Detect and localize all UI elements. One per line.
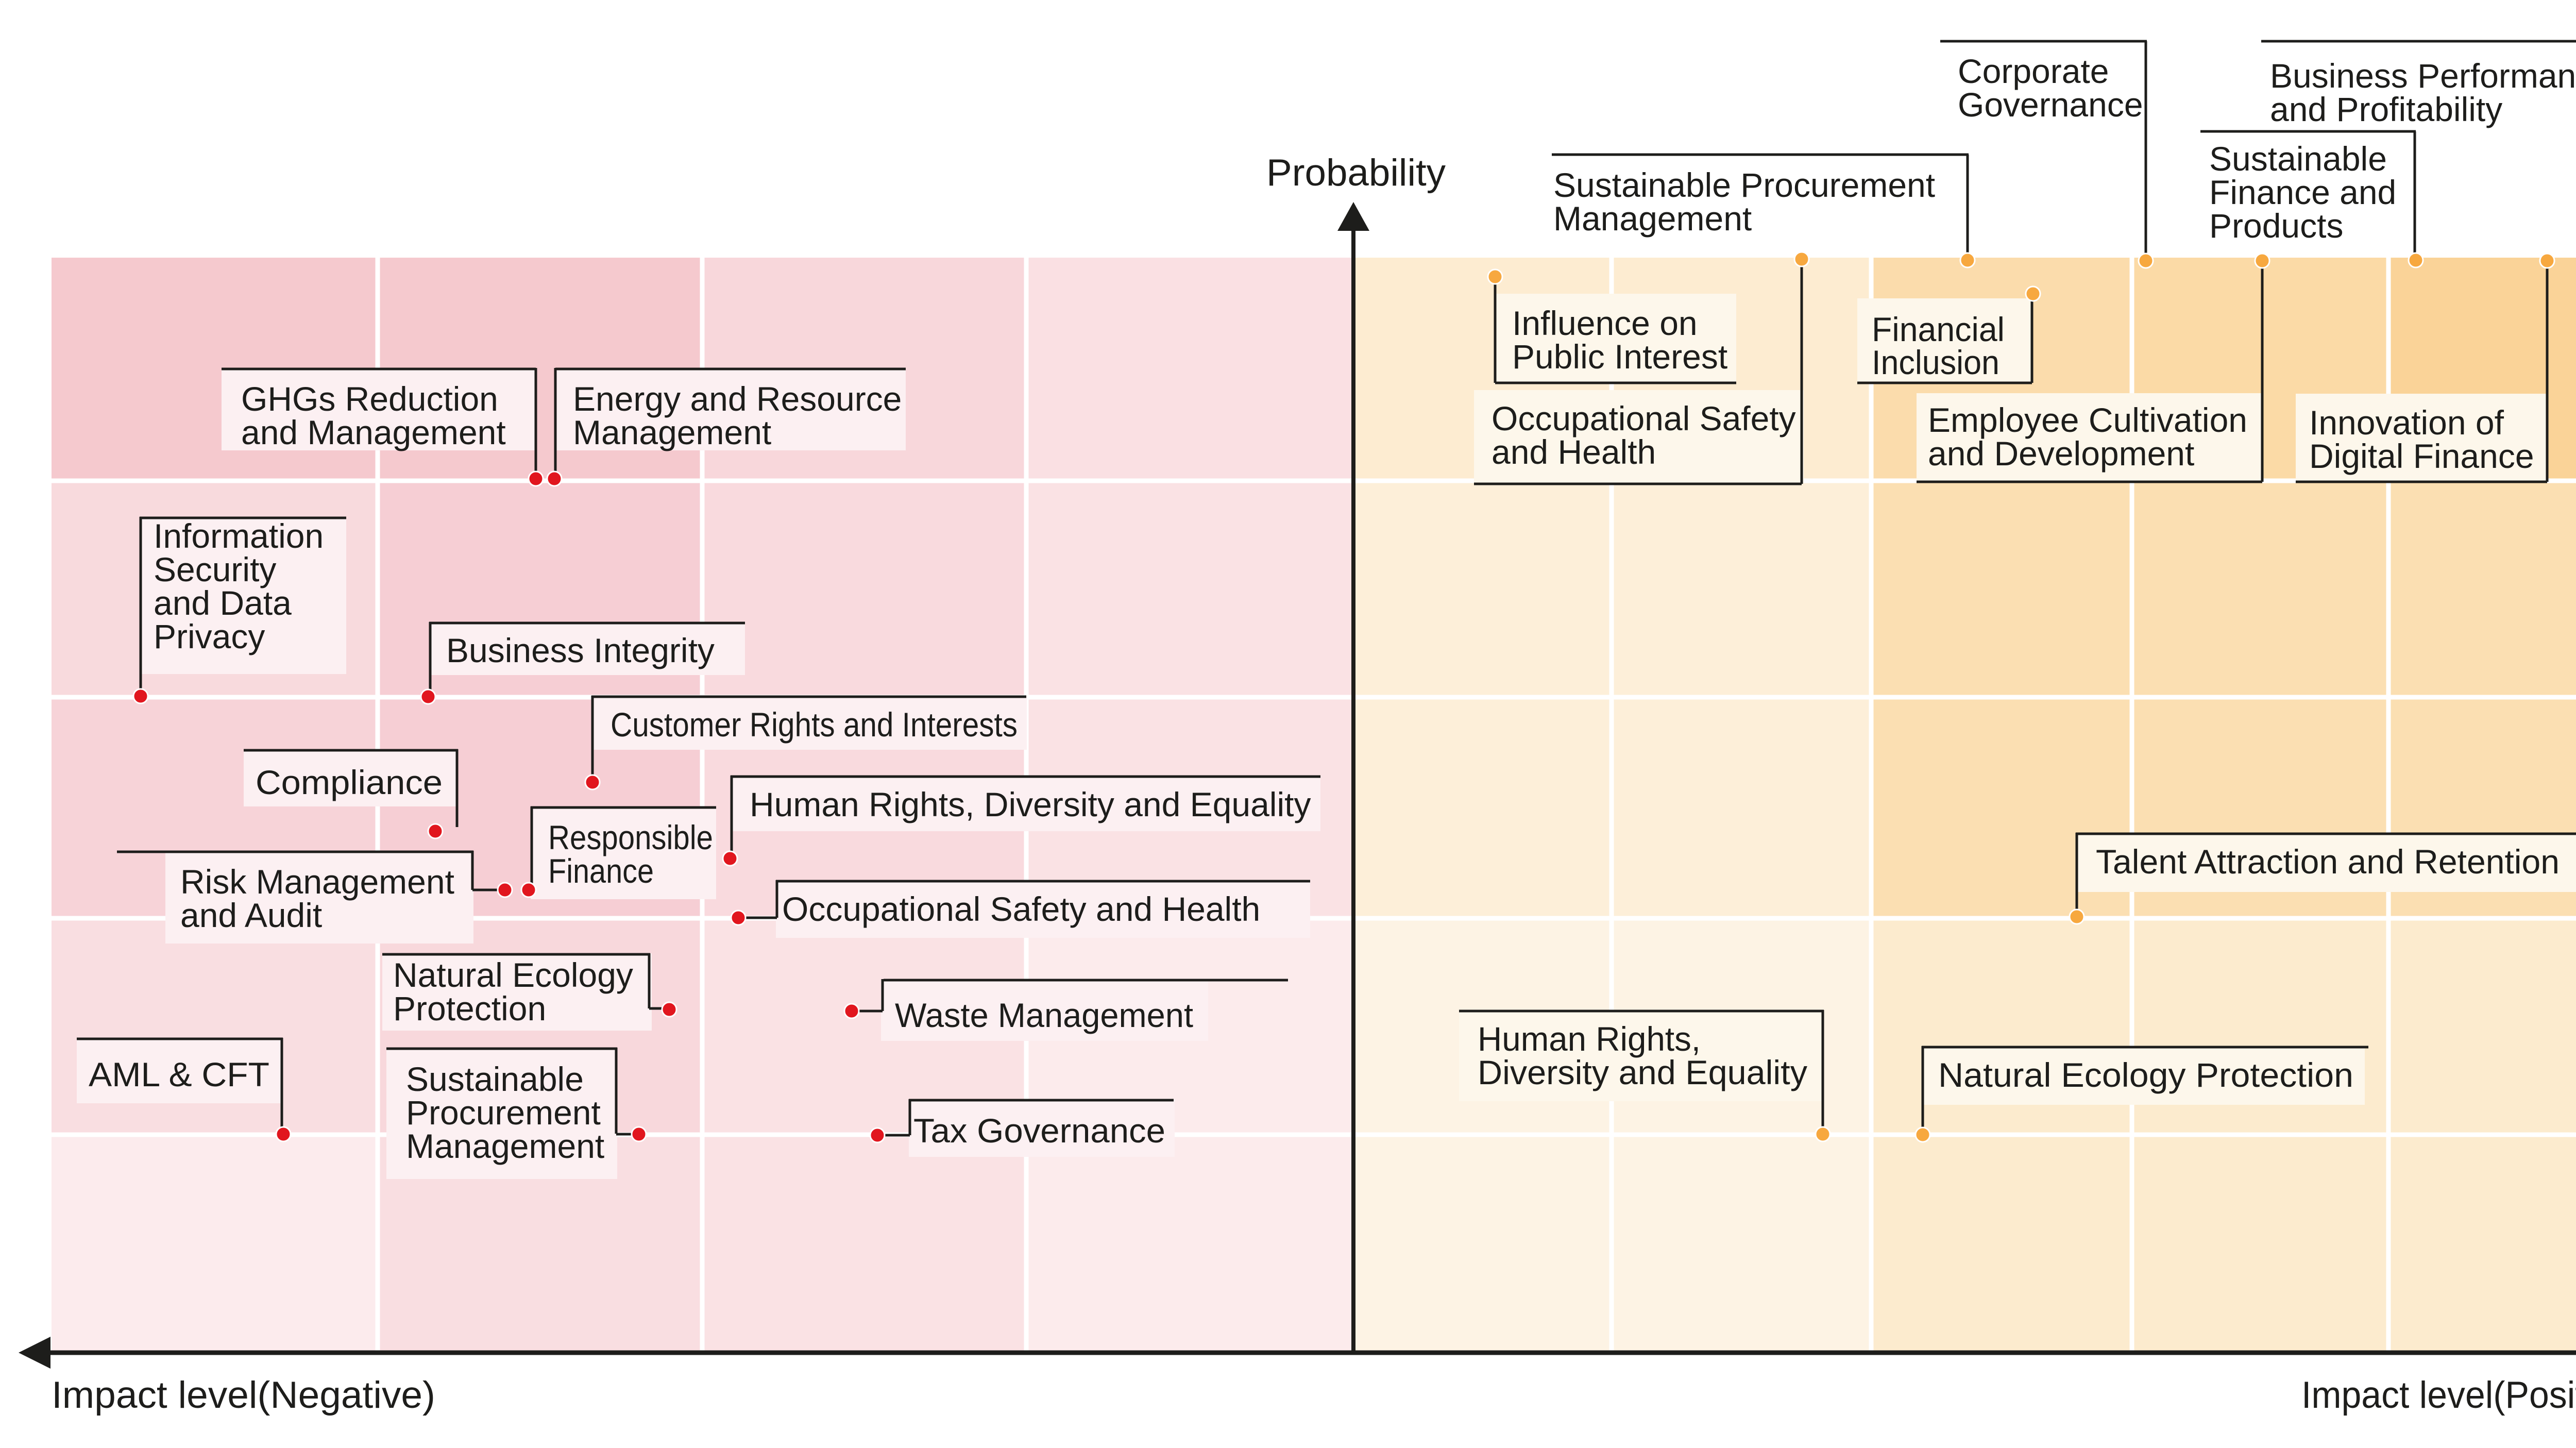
svg-text:Business Performance: Business Performance	[2270, 57, 2576, 95]
svg-text:Information: Information	[154, 517, 324, 555]
svg-text:Talent Attraction and Retentio: Talent Attraction and Retention	[2096, 843, 2560, 881]
svg-text:Governance: Governance	[1958, 86, 2143, 124]
svg-text:Employee Cultivation: Employee Cultivation	[1928, 401, 2247, 439]
svg-text:Natural Ecology Protection: Natural Ecology Protection	[1938, 1056, 2353, 1094]
svg-text:AML & CFT: AML & CFT	[89, 1055, 269, 1093]
svg-text:Corporate: Corporate	[1958, 52, 2109, 90]
svg-text:and Data: and Data	[154, 584, 292, 622]
svg-text:Management: Management	[406, 1127, 604, 1165]
svg-text:Risk Management: Risk Management	[180, 863, 454, 901]
svg-text:Human Rights, Diversity and Eq: Human Rights, Diversity and Equality	[750, 785, 1311, 823]
svg-text:Occupational Safety and Health: Occupational Safety and Health	[782, 890, 1260, 928]
svg-text:Finance: Finance	[548, 852, 654, 890]
svg-text:Management: Management	[1553, 199, 1752, 238]
svg-text:Financial: Financial	[1872, 310, 2005, 348]
svg-text:Human Rights,: Human Rights,	[1478, 1020, 1701, 1058]
svg-text:and Profitability: and Profitability	[2270, 90, 2502, 128]
svg-text:Tax Governance: Tax Governance	[913, 1112, 1165, 1150]
svg-text:and Development: and Development	[1928, 434, 2194, 473]
svg-text:Management: Management	[573, 413, 771, 451]
svg-text:and Audit: and Audit	[180, 896, 322, 934]
svg-text:Influence on: Influence on	[1512, 304, 1698, 342]
svg-text:Public Interest: Public Interest	[1512, 338, 1727, 376]
svg-text:Responsible: Responsible	[548, 818, 713, 856]
svg-text:Probability: Probability	[1266, 152, 1446, 194]
svg-text:GHGs Reduction: GHGs Reduction	[241, 380, 498, 418]
svg-text:Occupational Safety: Occupational Safety	[1492, 399, 1796, 437]
svg-text:Digital Finance: Digital Finance	[2309, 437, 2534, 475]
svg-text:Sustainable Procurement: Sustainable Procurement	[1553, 166, 1935, 204]
svg-text:Customer Rights and Interests: Customer Rights and Interests	[611, 705, 1018, 744]
svg-text:Business Integrity: Business Integrity	[446, 631, 715, 669]
svg-text:Waste Management: Waste Management	[895, 996, 1193, 1034]
svg-text:Security: Security	[154, 550, 276, 588]
svg-text:Sustainable: Sustainable	[2209, 140, 2387, 178]
svg-text:and Management: and Management	[241, 413, 506, 451]
svg-text:Diversity and Equality: Diversity and Equality	[1478, 1053, 1807, 1091]
svg-text:Impact level(Positive): Impact level(Positive)	[2301, 1374, 2576, 1416]
svg-text:Innovation of: Innovation of	[2309, 403, 2504, 442]
svg-text:Compliance: Compliance	[256, 763, 443, 801]
svg-text:and Health: and Health	[1492, 433, 1656, 471]
svg-text:Finance and: Finance and	[2209, 173, 2396, 211]
svg-text:Natural Ecology: Natural Ecology	[393, 956, 633, 994]
svg-text:Inclusion: Inclusion	[1872, 343, 1999, 381]
svg-text:Procurement: Procurement	[406, 1093, 601, 1132]
svg-text:Impact level(Negative): Impact level(Negative)	[52, 1374, 435, 1416]
svg-text:Sustainable: Sustainable	[406, 1060, 584, 1098]
svg-text:Protection: Protection	[393, 989, 546, 1028]
svg-text:Energy and Resource: Energy and Resource	[573, 380, 902, 418]
svg-text:Privacy: Privacy	[154, 617, 265, 655]
svg-text:Products: Products	[2209, 207, 2343, 245]
